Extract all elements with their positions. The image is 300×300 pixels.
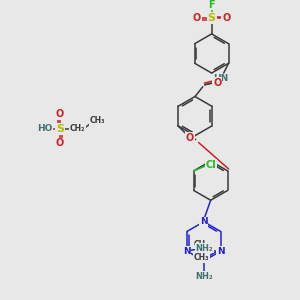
Text: O: O <box>56 109 64 119</box>
Text: CH₂: CH₂ <box>70 124 86 133</box>
Text: N: N <box>183 247 191 256</box>
Text: F: F <box>208 0 215 10</box>
Text: O: O <box>213 78 222 88</box>
Text: O: O <box>56 139 64 148</box>
Text: S: S <box>208 13 216 23</box>
Text: CH₃: CH₃ <box>194 240 209 249</box>
Text: HN: HN <box>213 74 228 83</box>
Text: N: N <box>200 217 208 226</box>
Text: HO: HO <box>37 124 52 133</box>
Text: CH₃: CH₃ <box>194 254 209 262</box>
Text: O: O <box>222 13 230 23</box>
Text: S: S <box>56 124 64 134</box>
Text: CH₃: CH₃ <box>89 116 105 125</box>
Text: N: N <box>217 247 225 256</box>
Text: O: O <box>193 13 201 23</box>
Text: NH₂: NH₂ <box>196 244 213 253</box>
Text: NH₂: NH₂ <box>195 272 213 281</box>
Text: O: O <box>186 133 194 142</box>
Text: Cl: Cl <box>206 160 217 170</box>
